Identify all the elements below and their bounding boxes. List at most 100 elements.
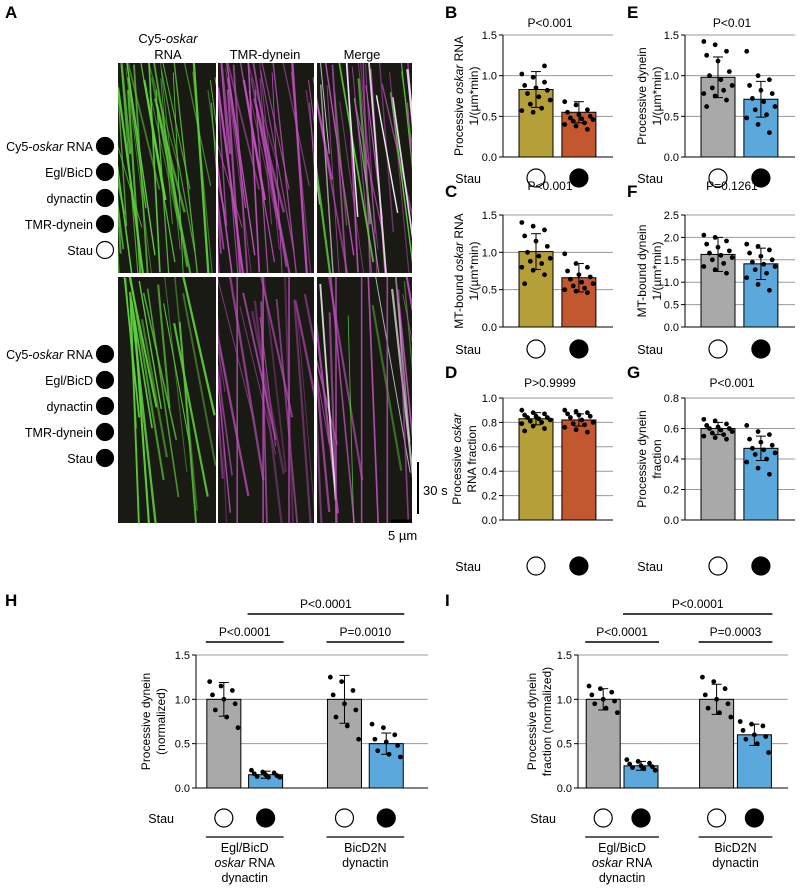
y-tick-label: 0.8 [482,417,497,429]
data-point [758,253,764,259]
y-tick-label: 1.0 [482,71,497,83]
data-point [758,439,764,445]
condition-present-dot [95,188,115,208]
data-point [232,701,238,707]
data-point [542,79,547,85]
kymograph-track [182,277,216,416]
data-point [579,417,585,423]
group-label-bicd2n: dynactin [712,856,759,870]
data-point [333,714,339,720]
kymograph-track [120,64,139,273]
condition-present-dot [95,396,115,416]
condition-present-dot [95,214,115,234]
data-point [568,415,573,420]
kymograph-track [405,277,412,313]
data-point [715,244,721,250]
condition-present-dot [95,162,115,182]
kymograph-track [192,71,213,273]
kymograph-track [227,77,247,209]
kymograph-track [218,79,228,227]
y-tick-label: 0.0 [482,322,497,334]
data-point [760,723,766,729]
data-point [547,417,553,423]
data-point [522,281,528,287]
y-axis-label: Processive dynein1/(µm*min) [635,47,664,144]
data-point [356,736,362,742]
data-point [718,77,724,83]
data-point [522,83,528,88]
kymograph-track [209,80,216,126]
stau-present-dot [744,808,765,828]
data-point [743,736,749,742]
y-tick-label: 2.0 [664,232,679,244]
y-tick-label: 0.4 [664,454,679,466]
y-axis-label: Processive dyneinfraction [635,410,664,507]
y-tick-label: 0.6 [664,424,679,436]
data-point [763,734,769,739]
data-point [761,99,767,105]
data-point [525,249,530,255]
y-tick-label: 1.5 [482,210,497,222]
condition-label: dynactin [46,192,93,206]
chart-panel-f: 0.0 0.5 1.0 1.5 2.0 2.5MT-bound dynein1/(µm*m… [635,179,795,359]
comparison-p-value: P<0.0001 [672,597,724,611]
data-point [562,424,568,430]
panel-letter-c: C [445,182,457,201]
kymograph-track [118,200,125,250]
data-point [570,421,576,427]
data-point [562,122,568,127]
data-point [587,274,593,280]
y-tick-label: 1.0 [664,71,679,83]
stau-absent-dot [593,808,613,828]
data-point [542,272,547,278]
data-point [530,410,536,416]
bar [561,419,597,521]
kymograph-track [251,310,285,474]
kymograph-track [128,291,157,523]
kymograph-track [160,63,181,250]
data-point [627,761,633,767]
data-point [752,452,758,457]
data-point [592,701,598,707]
bar [700,428,736,521]
y-tick-label: 1.5 [482,30,497,42]
kymograph-track [294,300,314,398]
kymograph-track [218,197,225,250]
kymograph-track [123,277,141,418]
data-point [764,456,769,462]
data-point [519,407,525,413]
stau-absent-dot [708,556,728,576]
chart-panel-h: 0.0 0.5 1.0 1.5 Processive dynein(normalized… [139,597,428,885]
kymograph-track [317,166,332,273]
kymograph-track [192,63,210,273]
kymograph-track [126,63,156,256]
y-tick-label: 0.5 [664,300,679,312]
kymograph-track [414,104,426,284]
kymograph-track [319,84,334,273]
kymograph-track [317,359,338,445]
data-point [707,426,712,431]
data-point [766,750,771,755]
data-point [767,130,772,136]
data-point [712,235,718,240]
data-point [224,714,230,720]
stau-present-dot [569,339,589,359]
kymograph-track [402,294,412,343]
data-point [712,267,718,273]
kymograph-track [118,79,128,227]
stau-row-label: Stau [455,560,481,574]
y-tick-label: 1.0 [664,277,679,289]
data-point [330,692,336,698]
kymograph-track [303,293,314,347]
data-point [235,725,241,731]
data-point [562,287,568,293]
data-point [372,736,378,742]
data-point [381,725,386,731]
data-point [568,115,573,121]
data-point [519,421,525,427]
y-tick-label: 0.6 [482,442,497,454]
data-point [573,288,579,294]
comparison-p-value: P<0.0001 [219,625,271,639]
y-tick-label: 0.5 [557,739,572,751]
bar [585,698,621,789]
